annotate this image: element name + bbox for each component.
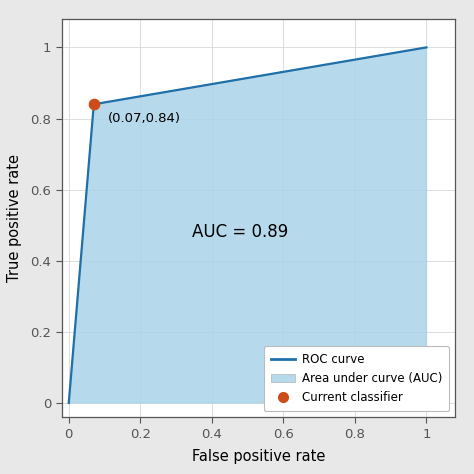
Y-axis label: True positive rate: True positive rate [7, 154, 22, 282]
Text: (0.07,0.84): (0.07,0.84) [108, 112, 181, 125]
Polygon shape [69, 47, 427, 403]
Point [90, 100, 98, 108]
Text: AUC = 0.89: AUC = 0.89 [192, 223, 289, 241]
Legend: ROC curve, Area under curve (AUC), Current classifier: ROC curve, Area under curve (AUC), Curre… [264, 346, 449, 411]
X-axis label: False positive rate: False positive rate [191, 449, 325, 464]
